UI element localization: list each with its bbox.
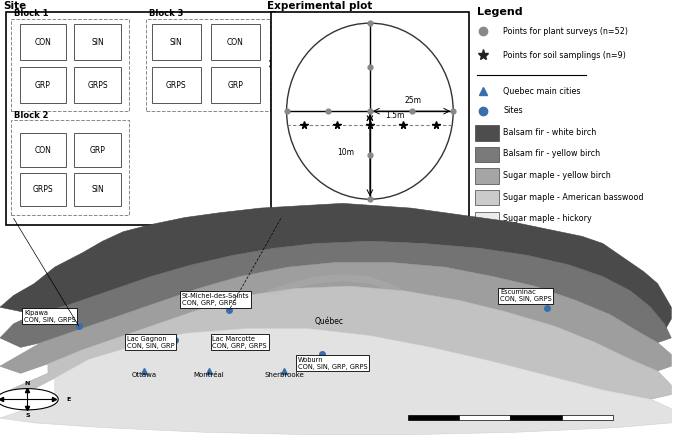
Text: E: E <box>66 397 71 402</box>
FancyBboxPatch shape <box>75 24 121 60</box>
Text: N: N <box>25 381 30 386</box>
Text: Lac Marcotte
CON, GRP, GRPS: Lac Marcotte CON, GRP, GRPS <box>212 336 267 349</box>
Text: Block 2: Block 2 <box>14 111 49 120</box>
FancyBboxPatch shape <box>75 173 121 206</box>
Text: Points for soil samplings (n=9): Points for soil samplings (n=9) <box>503 51 626 60</box>
Text: Block 3: Block 3 <box>149 9 183 18</box>
Text: GRPS: GRPS <box>166 81 187 90</box>
FancyBboxPatch shape <box>151 67 201 103</box>
Text: GRP: GRP <box>227 81 243 90</box>
Circle shape <box>0 388 58 410</box>
Text: Legend: Legend <box>477 7 523 17</box>
Text: Sugar maple - American basswood: Sugar maple - American basswood <box>503 193 644 201</box>
Text: Québec: Québec <box>315 317 344 326</box>
FancyBboxPatch shape <box>11 121 129 215</box>
FancyBboxPatch shape <box>11 18 129 111</box>
Text: Sugar maple - yellow birch: Sugar maple - yellow birch <box>503 171 611 180</box>
FancyBboxPatch shape <box>20 173 66 206</box>
FancyBboxPatch shape <box>210 24 260 60</box>
Text: CON: CON <box>34 146 51 155</box>
Text: 1.5m: 1.5m <box>386 111 405 120</box>
FancyBboxPatch shape <box>475 125 499 141</box>
FancyBboxPatch shape <box>562 415 613 420</box>
Text: Balsam fir - yellow birch: Balsam fir - yellow birch <box>503 149 600 158</box>
FancyBboxPatch shape <box>271 11 469 225</box>
FancyBboxPatch shape <box>210 67 260 103</box>
Text: 100: 100 <box>453 405 465 411</box>
FancyBboxPatch shape <box>475 147 499 162</box>
Text: 200: 200 <box>504 405 516 411</box>
Text: Experimental plot: Experimental plot <box>267 1 372 11</box>
Text: Escuminac
CON, SIN, GRPS: Escuminac CON, SIN, GRPS <box>500 289 552 302</box>
Text: Woburn
CON, SIN, GRP, GRPS: Woburn CON, SIN, GRP, GRPS <box>298 357 368 370</box>
Polygon shape <box>0 286 671 399</box>
FancyBboxPatch shape <box>475 190 499 205</box>
FancyBboxPatch shape <box>146 18 270 111</box>
Text: St-Michel-des-Saints
CON, GRP, GRPS: St-Michel-des-Saints CON, GRP, GRPS <box>182 293 249 306</box>
Text: Sites: Sites <box>503 106 523 115</box>
FancyBboxPatch shape <box>475 168 499 184</box>
Text: GRPS: GRPS <box>88 81 108 90</box>
Text: Points for plant surveys (n=52): Points for plant surveys (n=52) <box>503 27 628 36</box>
Text: S: S <box>25 413 29 418</box>
Text: 10m: 10m <box>337 148 354 157</box>
Text: 400 km: 400 km <box>601 405 625 411</box>
Text: Block 1: Block 1 <box>14 9 49 18</box>
Text: SIN: SIN <box>170 38 183 47</box>
Text: Quebec main cities: Quebec main cities <box>503 87 581 96</box>
Text: Sugar maple - hickory: Sugar maple - hickory <box>503 214 592 223</box>
Text: Sherbrooke: Sherbrooke <box>264 372 304 378</box>
FancyBboxPatch shape <box>510 415 562 420</box>
Text: 300: 300 <box>556 405 568 411</box>
FancyBboxPatch shape <box>5 11 275 225</box>
Polygon shape <box>0 241 671 347</box>
Text: GRPS: GRPS <box>33 185 53 194</box>
FancyBboxPatch shape <box>408 415 459 420</box>
Text: 0: 0 <box>406 405 410 411</box>
Text: Lac Gagnon
CON, SIN, GRP: Lac Gagnon CON, SIN, GRP <box>127 336 175 349</box>
Text: GRP: GRP <box>35 81 51 90</box>
Text: Balsam fir - white birch: Balsam fir - white birch <box>503 128 597 137</box>
Text: Ottawa: Ottawa <box>132 372 156 378</box>
Text: CON: CON <box>227 38 244 47</box>
FancyBboxPatch shape <box>20 67 66 103</box>
Text: Montréal: Montréal <box>194 372 224 378</box>
FancyBboxPatch shape <box>20 133 66 167</box>
Polygon shape <box>0 262 671 373</box>
Text: CON: CON <box>34 38 51 47</box>
FancyBboxPatch shape <box>20 24 66 60</box>
FancyBboxPatch shape <box>75 133 121 167</box>
FancyBboxPatch shape <box>475 212 499 227</box>
Polygon shape <box>267 274 404 295</box>
Polygon shape <box>0 203 671 331</box>
Polygon shape <box>0 329 671 435</box>
FancyBboxPatch shape <box>75 67 121 103</box>
Text: Kipawa
CON, SIN, GRPS: Kipawa CON, SIN, GRPS <box>24 309 76 323</box>
Text: GRP: GRP <box>90 146 105 155</box>
Text: SIN: SIN <box>91 185 104 194</box>
FancyBboxPatch shape <box>459 415 510 420</box>
FancyBboxPatch shape <box>151 24 201 60</box>
Text: 25m: 25m <box>404 96 421 105</box>
Text: SIN: SIN <box>91 38 104 47</box>
Text: Site: Site <box>3 1 26 11</box>
